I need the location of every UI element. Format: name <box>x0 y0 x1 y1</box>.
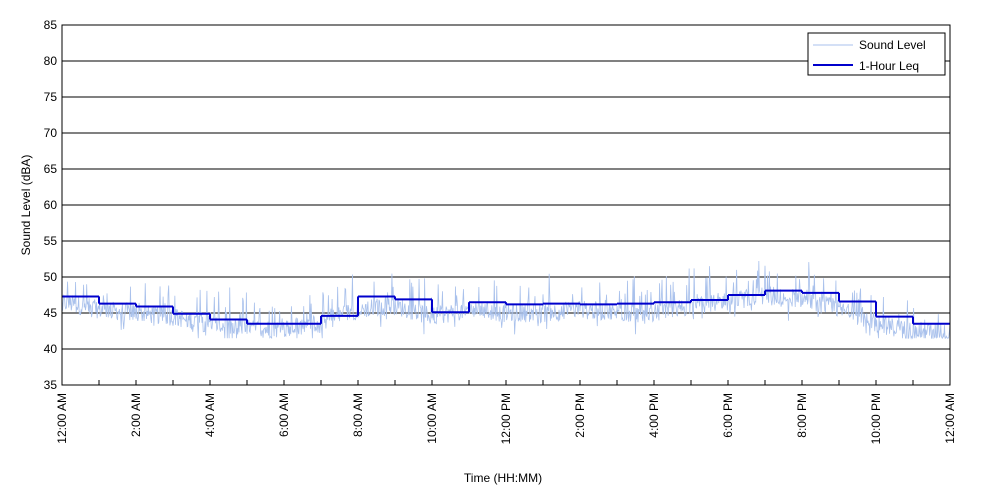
x-tick-label: 6:00 AM <box>277 393 291 437</box>
y-tick-label: 75 <box>44 90 58 104</box>
legend: Sound Level 1-Hour Leq <box>807 32 946 76</box>
y-tick-label: 40 <box>44 342 58 356</box>
y-tick-label: 45 <box>44 306 58 320</box>
y-tick-label: 55 <box>44 234 58 248</box>
x-tick-label: 2:00 AM <box>129 393 143 437</box>
x-axis-label: Time (HH:MM) <box>464 471 542 485</box>
y-tick-label: 85 <box>44 18 58 32</box>
x-tick-label: 12:00 AM <box>55 393 69 444</box>
y-tick-label: 50 <box>44 270 58 284</box>
x-tick-label: 8:00 AM <box>351 393 365 437</box>
y-tick-label: 65 <box>44 162 58 176</box>
leq-series <box>62 289 950 325</box>
y-tick-label: 80 <box>44 54 58 68</box>
x-tick-label: 12:00 AM <box>943 393 957 444</box>
y-axis-label: Sound Level (dBA) <box>19 155 33 256</box>
x-axis-ticks: 12:00 AM 2:00 AM 4:00 AM 6:00 AM 8:00 AM 10:0… <box>55 380 957 444</box>
gridlines <box>62 60 950 350</box>
x-tick-label: 10:00 PM <box>869 393 883 444</box>
x-tick-label: 4:00 PM <box>647 393 661 438</box>
x-tick-label: 4:00 AM <box>203 393 217 437</box>
y-tick-label: 35 <box>44 378 58 392</box>
x-tick-label: 12:00 PM <box>499 393 513 444</box>
x-tick-label: 10:00 AM <box>425 393 439 444</box>
legend-box <box>807 32 946 76</box>
legend-label-sound-level: Sound Level <box>859 38 926 52</box>
y-tick-label: 60 <box>44 198 58 212</box>
x-tick-label: 8:00 PM <box>795 393 809 438</box>
x-tick-label: 2:00 PM <box>573 393 587 438</box>
y-axis-ticks: 35 40 45 50 55 60 65 70 75 80 85 <box>44 18 58 392</box>
legend-label-leq: 1-Hour Leq <box>859 59 919 73</box>
y-tick-label: 70 <box>44 126 58 140</box>
x-tick-label: 6:00 PM <box>721 393 735 438</box>
